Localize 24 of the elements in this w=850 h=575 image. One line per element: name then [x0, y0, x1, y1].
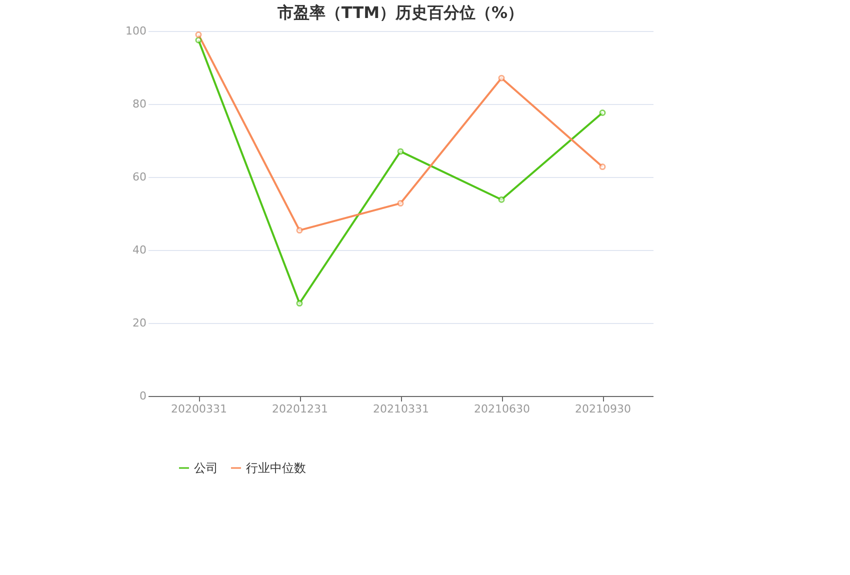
- x-tick-label: 20201231: [272, 402, 328, 416]
- point: [599, 164, 606, 170]
- y-tick-label: 100: [126, 24, 146, 38]
- legend-label: 行业中位数: [246, 461, 306, 475]
- legend-label: 公司: [194, 461, 218, 475]
- point: [296, 300, 303, 307]
- y-tick-label: 20: [132, 316, 146, 330]
- point: [498, 74, 505, 82]
- y-tick-label: 80: [132, 98, 146, 110]
- point: [498, 196, 505, 203]
- x-tick-label: 20200331: [171, 402, 227, 416]
- point: [599, 110, 606, 116]
- point: [296, 227, 303, 234]
- chart-title: 市盈率（TTM）历史百分位（%）: [276, 3, 524, 22]
- y-tick-label: 0: [140, 390, 146, 402]
- point: [195, 31, 202, 38]
- point: [397, 148, 404, 155]
- y-tick-label: 40: [132, 244, 146, 256]
- point: [195, 36, 202, 44]
- point: [397, 200, 404, 207]
- x-tick-label: 20210630: [474, 402, 530, 416]
- x-tick-label: 20210930: [575, 402, 631, 416]
- x-tick-label: 20210331: [373, 402, 429, 416]
- y-tick-label: 60: [132, 170, 146, 184]
